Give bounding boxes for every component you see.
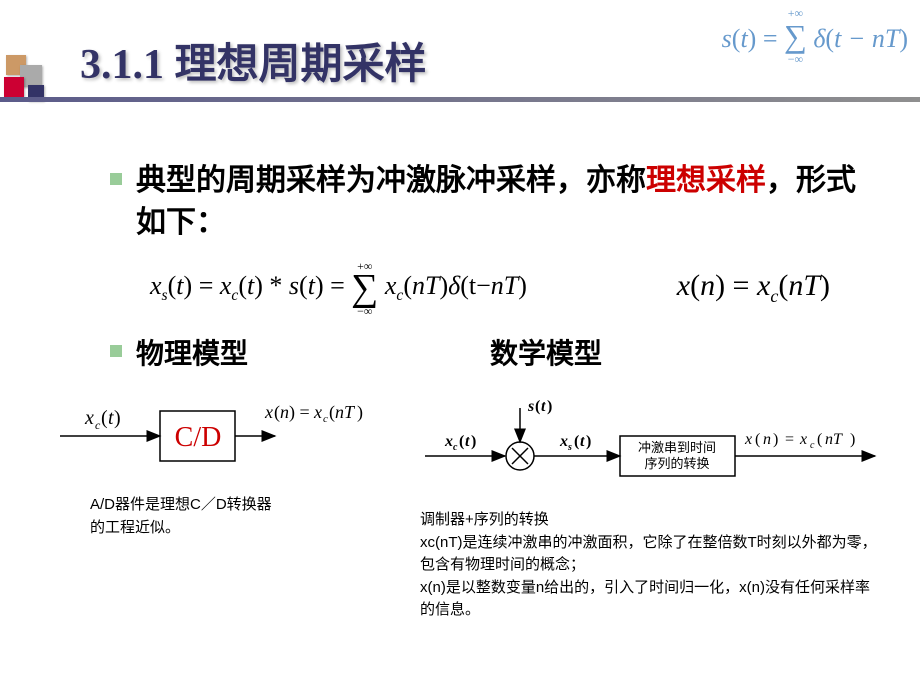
intro-bullet: 典型的周期采样为冲激脉冲采样，亦称理想采样，形式如下： bbox=[110, 160, 870, 244]
svg-text:(: ( bbox=[459, 433, 464, 450]
modulator-diagram-svg: x c ( t ) s ( t ) x s ( t ) 冲激串到时间 bbox=[420, 396, 880, 491]
svg-text:=: = bbox=[785, 431, 794, 448]
svg-text:x: x bbox=[744, 431, 752, 448]
equation-left: xs(t) = xc(t) * s(t) = +∞ ∑ −∞ xc(nT)δ(t… bbox=[150, 269, 527, 307]
bullet-icon bbox=[110, 345, 122, 357]
svg-text:c: c bbox=[323, 413, 328, 425]
cd-diagram-svg: x c ( t ) C/D x ( n ) = x c ( nT ) bbox=[50, 396, 390, 476]
caption-r3: x(n)是以整数变量n给出的，引入了时间归一化，x(n)没有任何采样率的信息。 bbox=[420, 577, 880, 622]
content-area: 典型的周期采样为冲激脉冲采样，亦称理想采样，形式如下： xs(t) = xc(t… bbox=[0, 110, 920, 376]
left-caption: A/D器件是理想C／D转换器的工程近似。 bbox=[50, 494, 280, 539]
svg-text:t: t bbox=[541, 398, 546, 415]
svg-text:): ) bbox=[547, 398, 552, 415]
intro-text-red: 理想采样 bbox=[646, 164, 766, 197]
svg-text:s: s bbox=[567, 442, 572, 453]
svg-text:x: x bbox=[444, 433, 453, 450]
right-caption: 调制器+序列的转换 xc(nT)是连续冲激串的冲激面积，它除了在整倍数T时刻以外… bbox=[420, 509, 880, 622]
svg-text:(: ( bbox=[535, 398, 540, 415]
svg-text:t: t bbox=[580, 433, 585, 450]
svg-text:x: x bbox=[313, 402, 322, 422]
svg-text:(: ( bbox=[574, 433, 579, 450]
svg-text:): ) bbox=[586, 433, 591, 450]
svg-text:nT: nT bbox=[335, 402, 356, 422]
equation-row: xs(t) = xc(t) * s(t) = +∞ ∑ −∞ xc(nT)δ(t… bbox=[110, 269, 870, 307]
svg-text:序列的转换: 序列的转换 bbox=[644, 456, 709, 471]
svg-text:): ) bbox=[357, 402, 363, 423]
equation-right: x(n) = xc(nT) bbox=[677, 269, 830, 307]
svg-text:c: c bbox=[810, 440, 815, 451]
svg-text:冲激串到时间: 冲激串到时间 bbox=[638, 440, 716, 455]
physical-diagram: x c ( t ) C/D x ( n ) = x c ( nT ) A/D器件… bbox=[50, 396, 390, 622]
svg-text:): ) bbox=[471, 433, 476, 450]
svg-text:x: x bbox=[559, 433, 568, 450]
svg-text:(: ( bbox=[817, 431, 822, 448]
svg-text:(: ( bbox=[101, 407, 108, 429]
svg-text:n: n bbox=[280, 402, 289, 422]
physical-title: 物理模型 bbox=[136, 332, 248, 372]
svg-text:x: x bbox=[264, 402, 273, 422]
svg-text:x: x bbox=[84, 407, 94, 429]
svg-text:t: t bbox=[465, 433, 470, 450]
diagram-row: x c ( t ) C/D x ( n ) = x c ( nT ) A/D器件… bbox=[0, 396, 920, 622]
bullet-icon bbox=[110, 173, 122, 185]
svg-text:s: s bbox=[527, 398, 534, 415]
svg-text:) =: ) = bbox=[289, 402, 310, 423]
math-title: 数学模型 bbox=[490, 332, 602, 376]
svg-text:n: n bbox=[763, 431, 771, 448]
caption-r2: xc(nT)是连续冲激串的冲激面积，它除了在整倍数T时刻以外都为零，包含有物理时… bbox=[420, 532, 880, 577]
intro-text-1: 典型的周期采样为冲激脉冲采样，亦称 bbox=[136, 164, 646, 197]
page-title: 3.1.1 理想周期采样 bbox=[80, 30, 920, 91]
title-bar: 3.1.1 理想周期采样 bbox=[0, 0, 920, 110]
model-titles: 物理模型 数学模型 bbox=[110, 332, 870, 376]
svg-text:c: c bbox=[453, 442, 458, 453]
svg-text:C/D: C/D bbox=[175, 422, 222, 453]
svg-text:): ) bbox=[773, 431, 778, 448]
svg-text:): ) bbox=[850, 431, 855, 448]
title-underline bbox=[0, 97, 920, 102]
svg-text:): ) bbox=[114, 407, 121, 429]
svg-text:(: ( bbox=[755, 431, 760, 448]
svg-text:nT: nT bbox=[825, 431, 843, 448]
caption-r1: 调制器+序列的转换 bbox=[420, 509, 880, 532]
slide: s(t) = +∞ ∑ −∞ δ(t − nT) 3.1.1 理想周期采样 典型… bbox=[0, 0, 920, 690]
svg-text:x: x bbox=[799, 431, 807, 448]
math-diagram: x c ( t ) s ( t ) x s ( t ) 冲激串到时间 bbox=[420, 396, 880, 622]
